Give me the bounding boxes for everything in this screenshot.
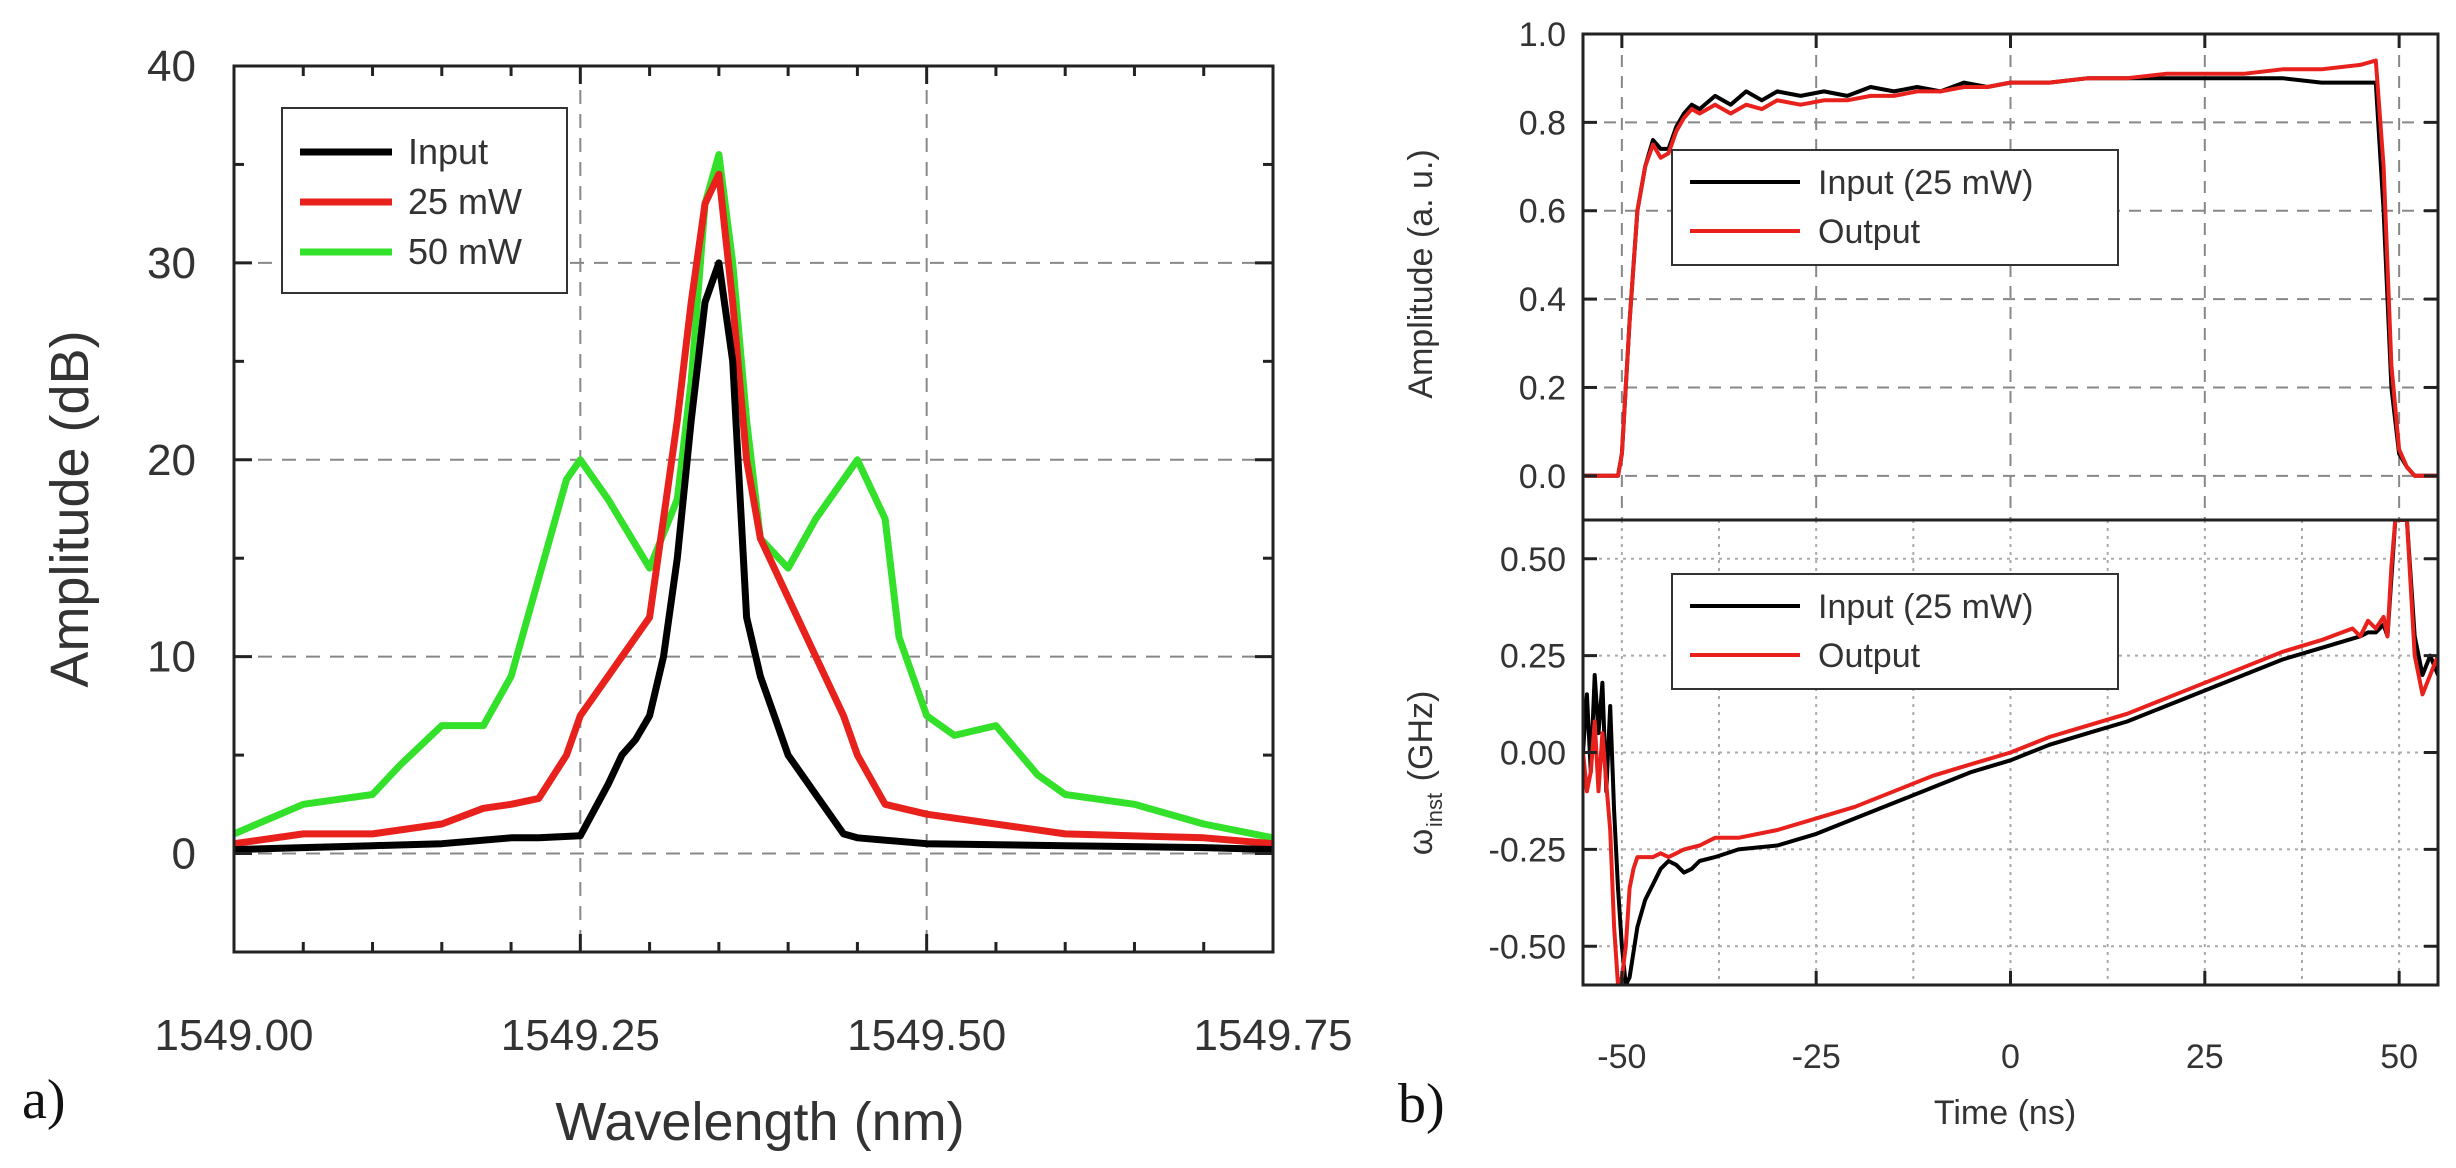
y-tick-label: 0.8 [1519, 104, 1566, 142]
y-tick-label: 0.0 [1519, 458, 1566, 496]
x-tick-label: 25 [2186, 1038, 2224, 1076]
x-tick-label: -25 [1792, 1038, 1841, 1076]
y-axis-title: Amplitude (dB) [40, 330, 100, 687]
y-axis-title-unit: (GHz) [1402, 691, 1440, 782]
y-axis-title-symbol: ω [1402, 829, 1440, 856]
x-tick-label: 1549.00 [154, 1011, 313, 1060]
series-line-25-mw [234, 170, 1273, 848]
series-group [1583, 58, 2438, 478]
legend: Input (25 mW) Output [1671, 573, 2119, 690]
y-tick-label: 40 [147, 42, 196, 91]
legend-label-input-25-mw: Input (25 mW) [1818, 588, 2033, 626]
y-tick-label: 0.00 [1500, 735, 1566, 773]
x-tick-label: 1549.25 [501, 1011, 660, 1060]
legend: Input (25 mW) Output [1671, 149, 2119, 266]
panel-b-bottom-chart: -0.50 -0.25 0.00 0.25 0.50 -50 -25 0 25 50 Time (n… [1402, 518, 2440, 1132]
y-tick-label: 0.50 [1500, 541, 1566, 579]
series-group [234, 151, 1273, 854]
legend-label-50-mw: 50 mW [408, 231, 522, 272]
y-tick-label: 0.6 [1519, 193, 1566, 231]
x-axis-title: Wavelength (nm) [555, 1092, 964, 1152]
panel-label-b: b) [1398, 1073, 1445, 1135]
panel-label-a: a) [22, 1069, 66, 1131]
x-tick-label: 1549.75 [1193, 1011, 1352, 1060]
y-tick-label: 1.0 [1519, 16, 1566, 54]
y-tick-label: -0.25 [1489, 831, 1567, 869]
x-tick-label: 0 [2001, 1038, 2020, 1076]
legend-label-output: Output [1818, 637, 1921, 675]
series-line-output [1583, 520, 2438, 985]
legend-box [1671, 149, 2119, 266]
series-line-output [1583, 58, 2438, 478]
y-tick-label: 0.4 [1519, 281, 1566, 319]
panel-b-top-chart: 0.0 0.2 0.4 0.6 0.8 1.0 Amplitude (a. u.) b) Inp… [1398, 16, 2440, 1135]
plot-frame [232, 64, 1275, 954]
y-tick-label: 10 [147, 633, 196, 682]
x-tick-label: 50 [2380, 1038, 2418, 1076]
legend-label-input: Input [408, 131, 488, 172]
y-axis-title-subscript: inst [1422, 793, 1447, 827]
x-tick-label: 1549.50 [847, 1011, 1006, 1060]
series-line-input [234, 259, 1273, 854]
x-tick-label: -50 [1597, 1038, 1646, 1076]
legend-label-25-mw: 25 mW [408, 181, 522, 222]
y-tick-label: 30 [147, 239, 196, 288]
series-group [1583, 520, 2438, 985]
legend-box [1671, 573, 2119, 690]
legend-label-input-25-mw: Input (25 mW) [1818, 164, 2033, 202]
y-tick-label: 20 [147, 436, 196, 485]
y-tick-label: 0.25 [1500, 638, 1566, 676]
y-tick-label: 0.2 [1519, 369, 1566, 407]
x-axis-title: Time (ns) [1934, 1094, 2076, 1132]
legend-label-output: Output [1818, 213, 1921, 251]
y-tick-label: -0.50 [1489, 928, 1567, 966]
series-line-input-25-mw [1583, 76, 2438, 478]
legend: Input 25 mW 50 mW [281, 107, 568, 294]
y-axis-title: Amplitude (a. u.) [1402, 149, 1440, 398]
y-tick-label: 0 [172, 830, 196, 879]
panel-a-chart: 1549.00 1549.25 1549.50 1549.75 0 10 20 30 40 Wav… [22, 42, 1353, 1152]
